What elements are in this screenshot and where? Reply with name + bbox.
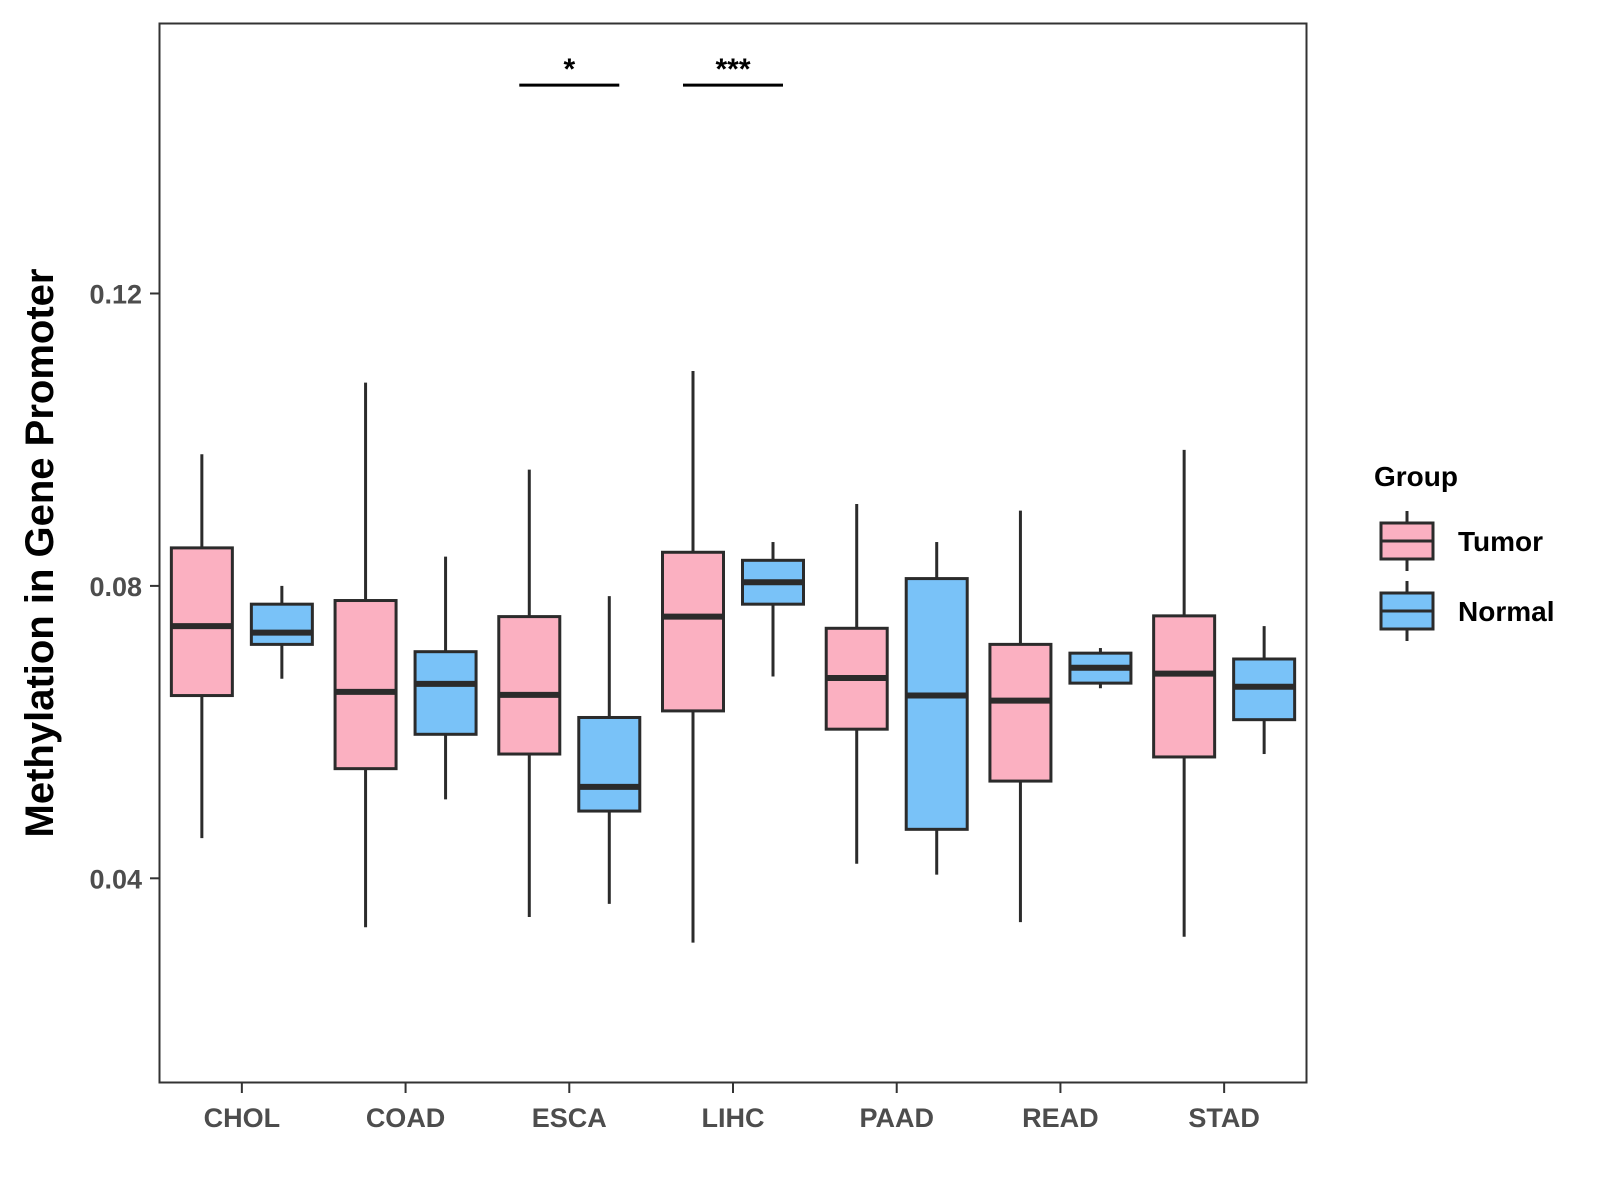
x-tick-label-paad: PAAD <box>859 1103 934 1133</box>
box-tumor-paad <box>824 504 889 864</box>
box-normal-lihc <box>741 542 805 677</box>
legend-title: Group <box>1374 461 1458 492</box>
y-axis-title: Methylation in Gene Promoter <box>18 269 62 838</box>
significance-label-esca: * <box>563 53 575 86</box>
box-body-tumor-lihc <box>661 550 725 713</box>
legend-label-tumor: Tumor <box>1458 526 1543 557</box>
box-tumor-stad <box>1152 449 1217 937</box>
box-tumor-lihc <box>661 370 725 943</box>
x-tick-label-chol: CHOL <box>204 1103 281 1133</box>
y-tick-label-1: 0.08 <box>89 572 142 602</box>
box-tumor-chol <box>169 454 234 839</box>
significance-label-lihc: *** <box>715 53 750 86</box>
x-tick-label-coad: COAD <box>366 1103 446 1133</box>
box-body-tumor-stad <box>1152 614 1217 759</box>
box-normal-chol <box>249 585 314 679</box>
legend: Group Tumor Normal <box>1374 461 1554 641</box>
box-body-tumor-coad <box>333 599 398 771</box>
box-body-tumor-chol <box>169 546 234 698</box>
box-normal-paad <box>904 542 969 875</box>
boxes-layer <box>169 370 1297 943</box>
box-body-normal-coad <box>413 650 478 736</box>
box-tumor-esca <box>497 469 562 918</box>
box-normal-read <box>1068 648 1133 689</box>
box-normal-esca <box>577 596 642 904</box>
legend-item-normal: Normal <box>1379 581 1554 641</box>
legend-label-normal: Normal <box>1458 596 1554 627</box>
box-body-normal-esca <box>577 715 642 813</box>
legend-item-tumor: Tumor <box>1379 511 1543 571</box>
box-normal-stad <box>1232 626 1297 755</box>
y-axis: 0.04 0.08 0.12 <box>89 279 160 894</box>
significance-annotations: * *** <box>519 53 783 87</box>
box-normal-coad <box>413 556 478 800</box>
y-tick-label-2: 0.12 <box>89 279 142 309</box>
box-body-tumor-read <box>988 642 1053 783</box>
x-tick-label-read: READ <box>1022 1103 1099 1133</box>
x-tick-label-stad: STAD <box>1188 1103 1260 1133</box>
box-body-normal-chol <box>249 602 314 646</box>
x-axis: CHOL COAD ESCA LIHC PAAD READ STAD <box>204 1083 1260 1133</box>
box-body-normal-paad <box>904 577 969 831</box>
plot-panel-border <box>158 22 1308 1084</box>
box-tumor-read <box>988 510 1053 923</box>
x-tick-label-esca: ESCA <box>532 1103 607 1133</box>
x-tick-label-lihc: LIHC <box>702 1103 765 1133</box>
box-tumor-coad <box>333 382 398 928</box>
y-tick-label-0: 0.04 <box>89 864 142 894</box>
box-body-tumor-esca <box>497 615 562 756</box>
